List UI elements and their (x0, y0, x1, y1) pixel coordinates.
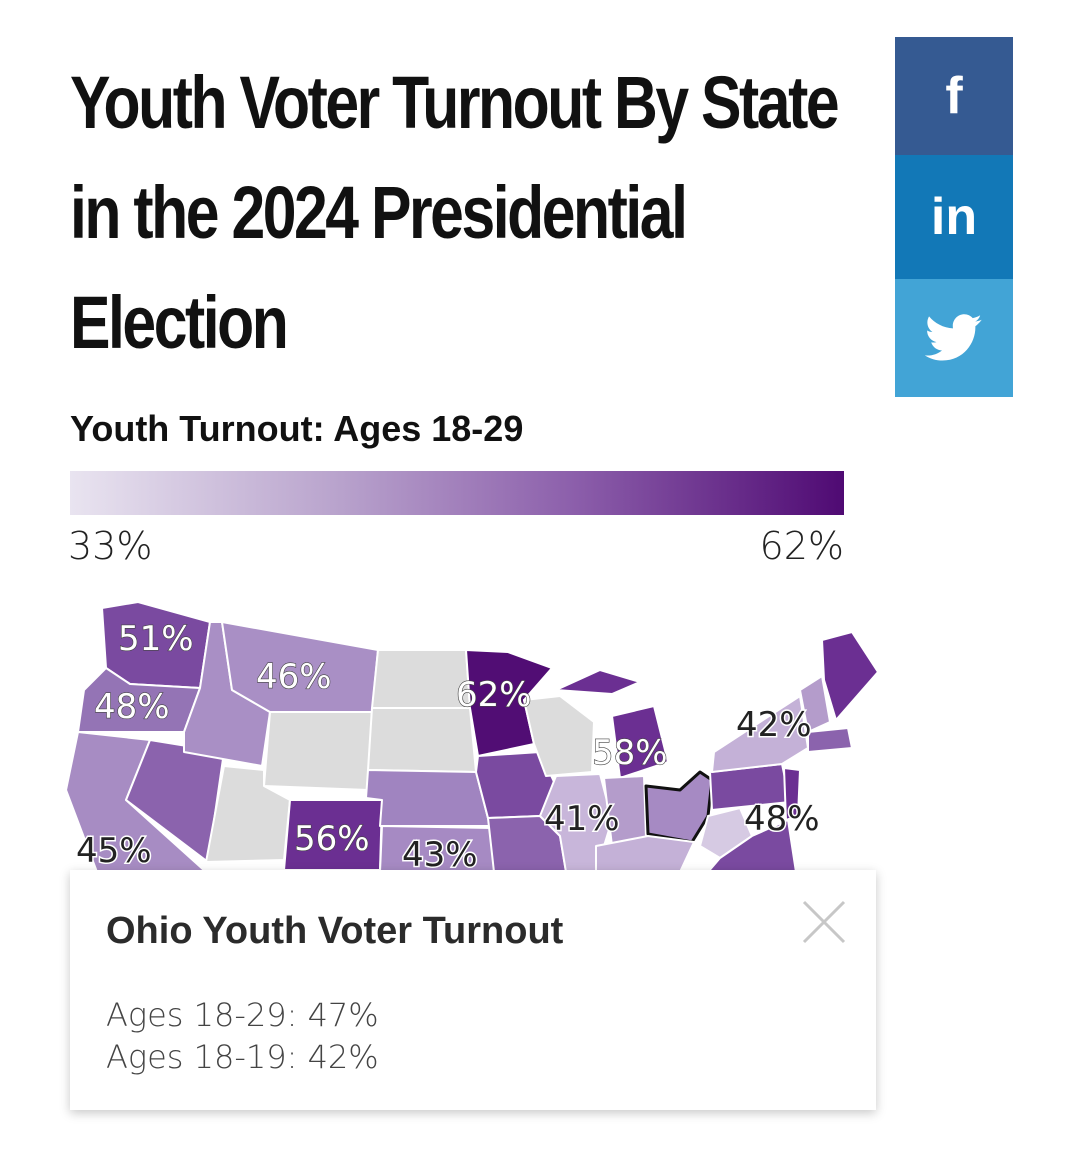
title-line-1: Youth Voter Turnout By State (70, 61, 840, 144)
map-label-colorado: 56% (294, 819, 370, 859)
state-maine[interactable] (821, 631, 879, 721)
map-label-oregon: 48% (94, 687, 170, 727)
state-michigan[interactable] (611, 705, 669, 779)
twitter-icon (925, 314, 982, 361)
share-bar: f in (895, 37, 1013, 397)
title-line-2: in the 2024 Presidential (70, 171, 688, 254)
state-new-jersey-maryland[interactable] (783, 767, 801, 821)
legend-title: Youth Turnout: Ages 18-29 (70, 408, 524, 449)
legend-color-scale (70, 471, 844, 515)
tooltip-row-18-29: Ages 18-29: 47% (106, 996, 379, 1034)
state-vermont-new-hampshire[interactable] (799, 675, 831, 733)
map-label-minnesota: 62% (456, 675, 532, 715)
state-michigan-upper[interactable] (555, 669, 641, 695)
map-label-kansas: 43% (402, 835, 478, 875)
tooltip-row-18-19: Ages 18-19: 42% (106, 1038, 379, 1076)
facebook-icon: f (945, 67, 963, 125)
state-wisconsin[interactable] (523, 695, 595, 777)
map-label-virginia: 48% (744, 799, 820, 839)
linkedin-share-button[interactable]: in (895, 155, 1013, 279)
facebook-share-button[interactable]: f (895, 37, 1013, 155)
twitter-share-button[interactable] (895, 279, 1013, 397)
map-label-massachusetts: 42% (736, 705, 812, 745)
state-ohio[interactable] (644, 770, 714, 844)
map-label-california: 45% (76, 831, 152, 871)
state-tooltip: Ohio Youth Voter Turnout Ages 18-29: 47%… (70, 870, 876, 1110)
state-kentucky[interactable] (595, 835, 695, 873)
legend-min-label: 33% (68, 524, 153, 568)
state-virginia[interactable] (707, 819, 797, 873)
us-turnout-map: 51% 48% 46% 62% 58% 42% 41% 48% 45% 56% 43% (65, 601, 879, 880)
state-massachusetts[interactable] (807, 727, 853, 753)
tooltip-title: Ohio Youth Voter Turnout (106, 910, 564, 952)
map-label-washington: 51% (118, 619, 194, 659)
state-wyoming[interactable] (263, 711, 373, 791)
legend-max-label: 62% (759, 524, 844, 568)
linkedin-icon: in (930, 188, 978, 246)
state-nebraska[interactable] (365, 769, 491, 827)
map-label-kentucky: 41% (544, 799, 620, 839)
map-label-montana: 46% (256, 657, 332, 697)
state-south-dakota[interactable] (367, 707, 477, 773)
close-icon[interactable] (800, 898, 848, 946)
page-title: Youth Voter Turnout By State in the 2024… (70, 48, 840, 378)
title-line-3: Election (70, 281, 289, 364)
map-label-michigan: 58% (592, 733, 668, 773)
